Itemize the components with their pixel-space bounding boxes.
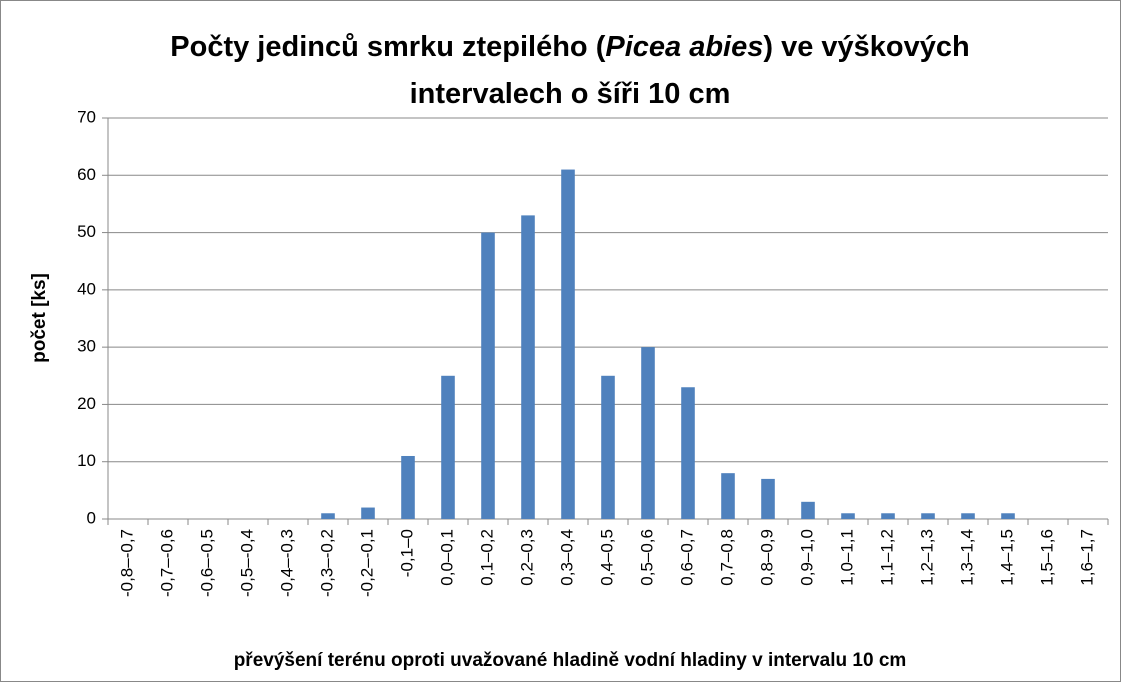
x-axis-title: převýšení terénu oproti uvažované hladin… [234, 650, 907, 671]
bar [601, 375, 615, 519]
bar [921, 513, 935, 519]
x-tick-label: 1,2–1,3 [917, 529, 936, 586]
bar [721, 473, 735, 519]
x-tick-label: -0,2–-0,1 [357, 529, 376, 597]
y-tick-label: 30 [77, 337, 96, 356]
x-tick-label: 1,5–1,6 [1037, 529, 1056, 586]
x-tick-label: 1,3–1,4 [957, 529, 976, 586]
bar [361, 507, 375, 519]
x-tick-label: -0,3–-0,2 [317, 529, 336, 597]
title-run: Počty jedinců smrku ztepilého ( [170, 31, 605, 63]
x-tick-label: 0,6–0,7 [677, 529, 696, 586]
bar [881, 513, 895, 519]
x-tick-label: 0,2–0,3 [517, 529, 536, 586]
bar [561, 169, 575, 520]
x-tick-label: -0,8–-0,7 [117, 529, 136, 597]
x-tick-label: 1,6–1,7 [1077, 529, 1096, 586]
x-tick-label: -0,7–-0,6 [157, 529, 176, 597]
y-tick-label: 20 [77, 394, 96, 413]
x-tick-label: 0,9–1,0 [797, 529, 816, 586]
y-tick-label: 70 [77, 107, 96, 126]
bar [961, 513, 975, 519]
bar [321, 513, 335, 519]
bar [1001, 513, 1015, 519]
title-run: Picea abies [605, 31, 763, 63]
x-tick-label: 0,7–0,8 [717, 529, 736, 586]
x-tick-label: 0,3–0,4 [557, 529, 576, 586]
bar [401, 455, 415, 519]
bar [441, 375, 455, 519]
x-tick-label: -0,4–-0,3 [277, 529, 296, 597]
title-run: intervalech o šíři 10 cm [410, 78, 731, 110]
title-run: ) ve výškových [763, 31, 969, 63]
bar [681, 387, 695, 519]
y-axis-title: počet [ks] [29, 273, 50, 363]
bar [481, 232, 495, 520]
x-tick-label: 0,1–0,2 [477, 529, 496, 586]
x-tick-label: 1,1–1,2 [877, 529, 896, 586]
bar [641, 347, 655, 519]
x-tick-label: 0,0–0,1 [437, 529, 456, 586]
bar [521, 215, 535, 519]
y-tick-label: 40 [77, 279, 96, 298]
bar [801, 501, 815, 519]
bar [841, 513, 855, 519]
x-tick-label: 1,4–1,5 [997, 529, 1016, 586]
chart-title: intervalech o šíři 10 cm [410, 78, 731, 110]
chart-title: Počty jedinců smrku ztepilého (Picea abi… [170, 31, 969, 63]
x-tick-label: 1,0–1,1 [837, 529, 856, 586]
y-tick-label: 10 [77, 451, 96, 470]
x-tick-label: 0,5–0,6 [637, 529, 656, 586]
x-tick-label: 0,4–0,5 [597, 529, 616, 586]
x-tick-label: -0,1–0 [397, 529, 416, 577]
y-tick-label: 60 [77, 165, 96, 184]
x-tick-label: 0,8–0,9 [757, 529, 776, 586]
x-tick-label: -0,6–-0,5 [197, 529, 216, 597]
x-tick-label: -0,5–-0,4 [237, 529, 256, 597]
y-tick-label: 50 [77, 222, 96, 241]
bar [761, 478, 775, 519]
y-tick-label: 0 [87, 508, 96, 527]
